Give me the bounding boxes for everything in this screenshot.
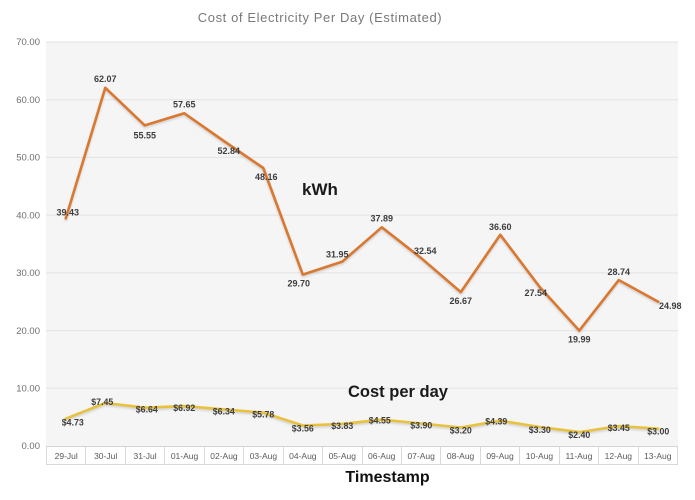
y-tick-label: 40.00 (16, 210, 40, 221)
x-axis-cell: 30-Jul (85, 447, 124, 464)
data-label: 37.89 (371, 213, 394, 223)
data-label: 27.54 (525, 288, 548, 298)
data-label: 19.99 (568, 335, 591, 345)
data-label: $6.34 (213, 406, 235, 416)
x-axis-cell: 09-Aug (479, 447, 519, 464)
x-axis-cell: 11-Aug (558, 447, 598, 464)
data-label: $4.39 (485, 417, 507, 427)
data-label: 26.67 (450, 296, 473, 306)
x-axis-strip: 29-Jul 30-Jul 31-Jul 01-Aug 02-Aug 03-Aug 04-A… (46, 446, 678, 465)
data-label: 55.55 (134, 130, 157, 140)
kwh-line-series (64, 86, 660, 332)
x-axis-cell: 08-Aug (440, 447, 479, 464)
data-label: $3.20 (450, 426, 472, 436)
data-label: 36.60 (489, 222, 512, 232)
y-tick-label: 30.00 (16, 268, 40, 279)
data-label: 28.74 (608, 267, 631, 277)
cost-line-series (64, 401, 660, 434)
data-label: $3.45 (608, 423, 630, 433)
data-label: $7.45 (91, 397, 113, 407)
series-annotation: kWh (302, 180, 338, 199)
x-axis-cell: 13-Aug (637, 447, 678, 464)
data-label: $6.64 (136, 405, 158, 415)
data-label: 32.54 (414, 246, 437, 256)
x-axis-cell: 05-Aug (322, 447, 361, 464)
data-label: $4.73 (62, 418, 84, 428)
data-label: $6.92 (173, 403, 195, 413)
data-label: $3.83 (331, 421, 353, 431)
data-label: 57.65 (173, 99, 196, 109)
x-axis-cell: 07-Aug (400, 447, 440, 464)
y-tick-label: 20.00 (16, 326, 40, 337)
x-axis-cell: 03-Aug (243, 447, 282, 464)
data-label: 29.70 (288, 279, 311, 289)
data-label: $5.78 (252, 410, 274, 420)
chart-title: Cost of Electricity Per Day (Estimated) (197, 10, 443, 25)
data-label: $3.90 (410, 421, 432, 431)
data-label: 31.95 (326, 250, 349, 260)
series-annotation: Cost per day (348, 383, 449, 401)
y-tick-label: 60.00 (16, 95, 40, 106)
x-axis-cell: 06-Aug (361, 447, 401, 464)
data-label: 52.84 (218, 146, 241, 156)
y-tick-label: 10.00 (16, 383, 40, 394)
data-label: $3.30 (529, 425, 551, 435)
y-tick-label: 50.00 (16, 153, 40, 164)
data-label: $4.55 (369, 416, 391, 426)
data-label: 48.16 (255, 172, 278, 182)
x-axis-cell: 31-Jul (124, 447, 164, 464)
y-tick-label: 70.00 (16, 37, 40, 48)
data-label: 39.43 (57, 207, 80, 217)
data-label: $3.56 (292, 424, 314, 434)
data-label: 24.98 (659, 301, 682, 311)
x-axis-cell: 04-Aug (282, 447, 322, 464)
data-label: $2.40 (568, 430, 590, 440)
x-axis-cell: 12-Aug (598, 447, 637, 464)
x-axis-cell: 02-Aug (203, 447, 243, 464)
x-axis-title: Timestamp (345, 469, 430, 486)
x-axis-cell: 01-Aug (164, 447, 203, 464)
x-axis-cell: 29-Jul (46, 447, 85, 464)
y-tick-label: 0.00 (22, 441, 41, 452)
x-axis-cell: 10-Aug (519, 447, 558, 464)
data-label: $3.00 (647, 427, 669, 437)
data-label: 62.07 (94, 74, 117, 84)
